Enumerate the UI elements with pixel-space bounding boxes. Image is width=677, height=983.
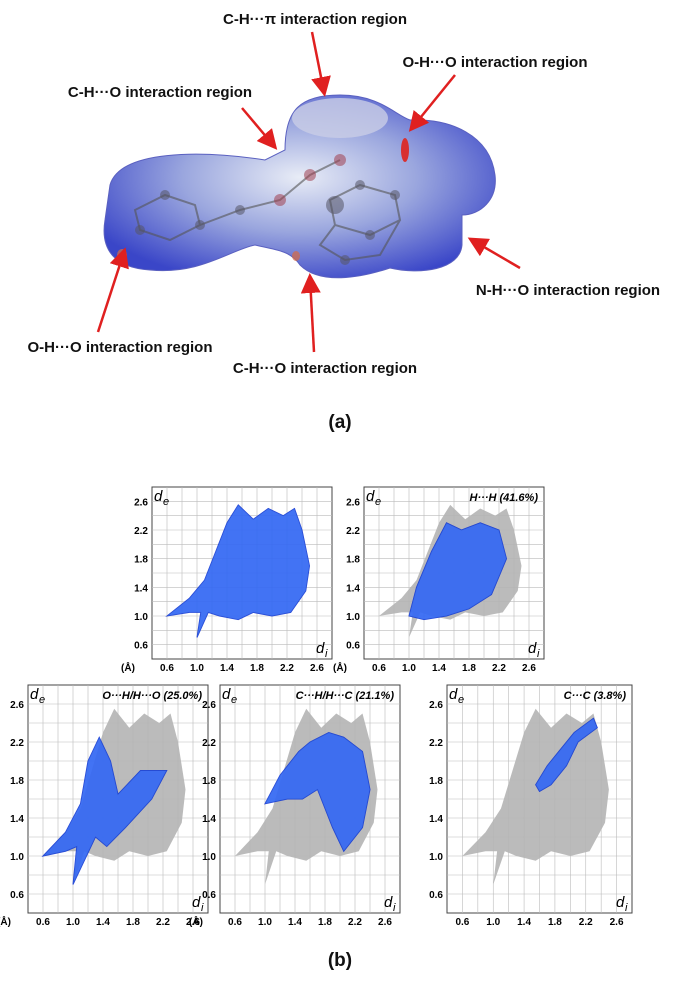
region-label: C-H···π interaction region xyxy=(223,11,407,28)
y-tick-label: 1.8 xyxy=(134,555,148,566)
x-tick-label: 1.0 xyxy=(486,917,500,928)
y-tick-label: 1.0 xyxy=(202,852,216,863)
y-tick-label: 2.2 xyxy=(10,738,24,749)
y-tick-label: 0.6 xyxy=(10,890,24,901)
y-tick-label: 0.6 xyxy=(429,890,443,901)
y-tick-label: 2.2 xyxy=(429,738,443,749)
y-tick-label: 1.8 xyxy=(10,776,24,787)
x-tick-label: 2.2 xyxy=(348,917,362,928)
y-tick-label: 1.4 xyxy=(429,814,443,825)
x-tick-label: 2.2 xyxy=(156,917,170,928)
x-tick-label: 0.6 xyxy=(36,917,50,928)
x-tick-label: 1.0 xyxy=(402,663,416,674)
x-unit: (Å) xyxy=(121,661,135,674)
y-axis-label: d xyxy=(154,488,163,505)
x-tick-label: 1.4 xyxy=(432,663,446,674)
x-tick-label: 2.6 xyxy=(522,663,536,674)
y-tick-label: 1.8 xyxy=(346,555,360,566)
x-unit: (Å) xyxy=(189,915,203,928)
y-tick-label: 1.0 xyxy=(134,612,148,623)
x-tick-label: 1.4 xyxy=(288,917,302,928)
y-axis-label: d xyxy=(366,488,375,505)
y-tick-label: 2.2 xyxy=(346,526,360,537)
region-label: C-H···O interaction region xyxy=(233,360,417,377)
y-tick-label: 1.4 xyxy=(10,814,24,825)
y-tick-label: 1.4 xyxy=(346,583,360,594)
y-axis-sub: e xyxy=(458,694,464,706)
y-axis-sub: e xyxy=(39,694,45,706)
x-tick-label: 2.2 xyxy=(492,663,506,674)
plot-title: C···H/H···C (21.1%) xyxy=(296,690,395,702)
panel-caption: (b) xyxy=(328,950,352,971)
x-tick-label: 1.8 xyxy=(318,917,332,928)
y-tick-label: 2.6 xyxy=(10,700,24,711)
y-tick-label: 1.0 xyxy=(10,852,24,863)
y-tick-label: 1.8 xyxy=(429,776,443,787)
figure: C-H···π interaction region O-H···O inter… xyxy=(0,0,677,978)
x-axis-label: d xyxy=(316,640,325,657)
region-label: O-H···O interaction region xyxy=(403,54,588,71)
x-tick-label: 1.0 xyxy=(258,917,272,928)
x-tick-label: 1.8 xyxy=(250,663,264,674)
y-tick-label: 0.6 xyxy=(134,641,148,652)
plot-title: O···H/H···O (25.0%) xyxy=(102,690,202,702)
x-tick-label: 0.6 xyxy=(455,917,469,928)
y-tick-label: 1.4 xyxy=(202,814,216,825)
x-tick-label: 2.6 xyxy=(378,917,392,928)
panel-caption: (a) xyxy=(328,412,351,433)
x-tick-label: 1.4 xyxy=(220,663,234,674)
fingerprint-plot: 0.60.61.01.01.41.41.81.82.22.22.62.6dedi… xyxy=(189,685,400,928)
y-tick-label: 2.6 xyxy=(134,497,148,508)
y-axis-label: d xyxy=(449,686,458,703)
x-axis-label: d xyxy=(528,640,537,657)
y-axis-sub: e xyxy=(231,694,237,706)
y-tick-label: 2.2 xyxy=(134,526,148,537)
x-unit: (Å) xyxy=(333,661,347,674)
x-tick-label: 1.0 xyxy=(190,663,204,674)
x-tick-label: 1.0 xyxy=(66,917,80,928)
plot-title: H···H (41.6%) xyxy=(470,492,539,504)
x-tick-label: 0.6 xyxy=(160,663,174,674)
x-tick-label: 0.6 xyxy=(372,663,386,674)
y-tick-label: 1.8 xyxy=(202,776,216,787)
y-tick-label: 2.2 xyxy=(202,738,216,749)
y-axis-label: d xyxy=(222,686,231,703)
y-tick-label: 0.6 xyxy=(202,890,216,901)
x-tick-label: 2.2 xyxy=(579,917,593,928)
x-axis-label: d xyxy=(192,894,201,911)
y-tick-label: 0.6 xyxy=(346,641,360,652)
x-tick-label: 1.4 xyxy=(517,917,531,928)
y-tick-label: 2.6 xyxy=(429,700,443,711)
y-tick-label: 1.0 xyxy=(429,852,443,863)
x-tick-label: 2.6 xyxy=(610,917,624,928)
y-axis-sub: e xyxy=(375,496,381,508)
x-tick-label: 1.4 xyxy=(96,917,110,928)
plot-title: C···C (3.8%) xyxy=(564,690,627,702)
region-label: O-H···O interaction region xyxy=(28,339,213,356)
x-axis-label: d xyxy=(384,894,393,911)
x-tick-label: 1.8 xyxy=(462,663,476,674)
x-tick-label: 2.2 xyxy=(280,663,294,674)
x-tick-label: 1.8 xyxy=(126,917,140,928)
region-label: C-H···O interaction region xyxy=(68,84,252,101)
region-label: N-H···O interaction region xyxy=(476,282,660,299)
x-unit: (Å) xyxy=(0,915,11,928)
hirshfeld-surface xyxy=(104,95,495,278)
y-axis-sub: e xyxy=(163,496,169,508)
x-tick-label: 0.6 xyxy=(228,917,242,928)
x-tick-label: 2.6 xyxy=(310,663,324,674)
x-tick-label: 1.8 xyxy=(548,917,562,928)
y-tick-label: 2.6 xyxy=(202,700,216,711)
x-axis-label: d xyxy=(616,894,625,911)
y-axis-label: d xyxy=(30,686,39,703)
y-tick-label: 1.4 xyxy=(134,583,148,594)
y-tick-label: 2.6 xyxy=(346,497,360,508)
y-tick-label: 1.0 xyxy=(346,612,360,623)
